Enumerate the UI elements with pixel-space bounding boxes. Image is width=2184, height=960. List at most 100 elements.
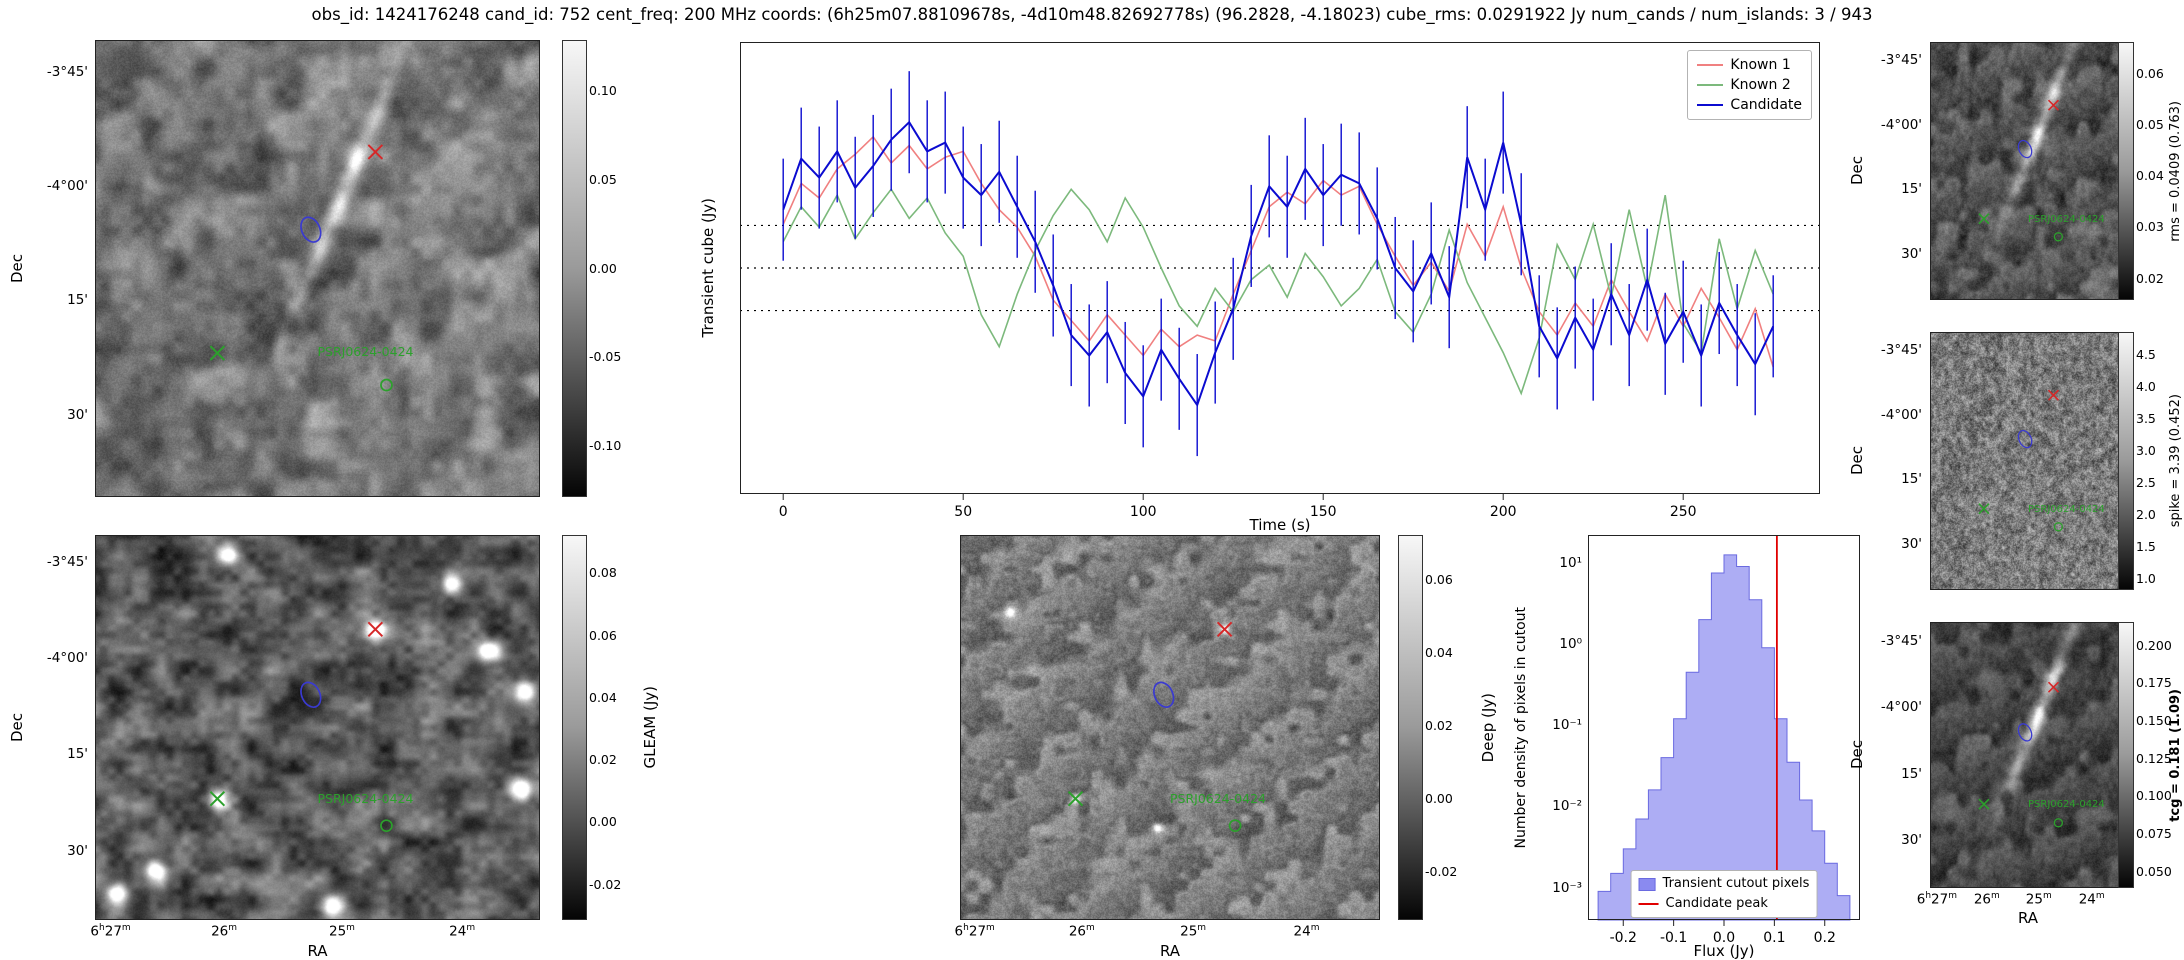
psr-circle-marker	[2053, 522, 2064, 532]
candidate-ellipse-marker	[1153, 681, 1175, 709]
colorbar-tick-label: 0.00	[589, 260, 617, 276]
colorbar-tick-label: 0.150	[2136, 713, 2172, 729]
colorbar-tick-label: 0.075	[2136, 826, 2172, 842]
colorbar-tick-label: 3.0	[2136, 443, 2156, 459]
colorbar-tick-label: 0.175	[2136, 675, 2172, 691]
dec-tick-label: -3°45'	[46, 553, 88, 570]
known-source-1-marker	[367, 144, 384, 160]
ra-tick-label: 25m	[2025, 891, 2052, 908]
tcg-panel: PSRJ0624-0424	[1930, 622, 2126, 888]
psr-name-label: PSRJ0624-0424	[1170, 791, 1266, 807]
y-tick-label: 10¹	[1559, 554, 1582, 571]
candidate-ellipse-marker	[300, 681, 322, 709]
deep-panel: PSRJ0624-0424	[960, 535, 1380, 920]
rms-panel: PSRJ0624-0424	[1930, 42, 2126, 300]
known-source-1-marker	[2047, 681, 2060, 693]
dec-axis-label: Dec	[1848, 446, 1866, 476]
known-source-1-marker	[367, 621, 384, 638]
x-tick-label: -0.2	[1610, 930, 1637, 946]
colorbar-tick-label: 0.10	[589, 82, 617, 98]
marker-overlay	[1978, 681, 2064, 828]
rms-colorbar: 0.06 0.05 0.04 0.03 0.02	[2118, 42, 2164, 300]
ra-tick-label: 6h27m	[90, 923, 131, 940]
marker-overlay	[1978, 389, 2064, 532]
dec-tick-label: -4°00'	[46, 650, 88, 667]
psr-circle-marker	[1228, 819, 1242, 833]
ra-axis-label: RA	[2017, 909, 2039, 927]
histogram-legend: Transient cutout pixels Candidate peak	[1630, 870, 1818, 918]
ra-tick-label: 25m	[328, 923, 355, 940]
figure-title: obs_id: 1424176248 cand_id: 752 cent_fre…	[311, 5, 1873, 24]
colorbar-tick-label: 0.05	[589, 171, 617, 187]
marker-overlay	[209, 144, 393, 392]
tcg-image	[1930, 622, 2126, 888]
colorbar-tick-label: 0.00	[1425, 790, 1453, 806]
dec-tick-label: 30'	[1901, 832, 1922, 849]
colorbar-tick-label: 0.125	[2136, 750, 2172, 766]
y-tick-label: 10⁻³	[1552, 879, 1582, 896]
dec-ticks-gleam: -3°45' -4°00' 15' 30'	[28, 535, 90, 920]
transient-cutout-panel: PSRJ0624-0424	[95, 40, 540, 497]
histogram-bars	[1597, 554, 1851, 921]
deep-colorbar-label: Deep (Jy)	[1479, 692, 1497, 763]
psr-name-label: PSRJ0624-0424	[317, 791, 414, 807]
lightcurve-plot: 0 50 100 150 200 250 Known 1 Known 2 Candidate	[740, 42, 1820, 522]
lightcurve-ylabel: Transient cube (Jy)	[699, 198, 717, 338]
ra-tick-label: 6h27m	[954, 923, 995, 940]
legend-entry: Known 2	[1697, 75, 1802, 95]
psr-circle-marker	[2053, 232, 2064, 242]
colorbar-tick-label: 0.02	[2136, 270, 2164, 286]
ra-tick-label: 25m	[1180, 923, 1207, 940]
histogram-svg: -0.2 -0.1 0.0 0.1 0.2	[1588, 535, 1860, 946]
psr-name-label: PSRJ0624-0424	[317, 343, 414, 359]
dec-tick-label: -3°45'	[1880, 632, 1922, 649]
gleam-colorbar: 0.08 0.06 0.04 0.02 0.00 -0.02	[562, 535, 621, 920]
known-source-2-marker	[1978, 213, 1990, 225]
legend-entry: Candidate	[1697, 95, 1802, 115]
ra-ticks-gleam: 6h27m 26m 25m 24m	[90, 923, 540, 941]
psr-circle-marker	[2053, 818, 2064, 828]
tcg-colorbar: 0.200 0.175 0.150 0.125 0.100 0.075 0.050	[2118, 622, 2172, 888]
known-source-1-marker	[2047, 99, 2060, 111]
legend-line-swatch	[1697, 64, 1724, 66]
histogram-plot: -0.2 -0.1 0.0 0.1 0.2 Transient cutout pixels…	[1588, 535, 1860, 947]
legend-entry: Candidate peak	[1638, 894, 1810, 914]
legend-label: Transient cutout pixels	[1662, 876, 1810, 891]
lightcurve-ylabel-host: Transient cube (Jy)	[698, 42, 718, 494]
colorbar-tick-label: 0.06	[2136, 65, 2164, 81]
dec-tick-label: 15'	[67, 292, 88, 309]
dec-ticks-tcg: -3°45' -4°00' 15' 30'	[1868, 622, 1924, 888]
x-tick-label: 50	[954, 504, 972, 520]
x-tick-label: -0.1	[1660, 930, 1687, 946]
y-tick-label: 10⁰	[1559, 636, 1582, 653]
colorbar-tick-label: 0.05	[2136, 116, 2164, 132]
dec-tick-label: -3°45'	[46, 63, 88, 80]
ra-axis-label: RA	[307, 942, 328, 960]
legend-line-swatch	[1697, 104, 1724, 106]
histogram-ylabel: Number density of pixels in cutout	[1513, 606, 1529, 849]
legend-label: Known 2	[1730, 77, 1791, 93]
histogram-ylabel-host: Number density of pixels in cutout	[1512, 535, 1530, 920]
x-tick-label: 150	[1310, 504, 1337, 520]
colorbar-tick-label: 0.100	[2136, 788, 2172, 804]
plot-frame	[1588, 535, 1860, 920]
x-tick-label: 0.1	[1763, 930, 1785, 946]
ra-tick-label: 24m	[2078, 891, 2105, 908]
known-source-2-marker	[1067, 791, 1084, 807]
candidate-ellipse-marker	[2017, 723, 2033, 742]
colorbar-tick-label: 0.06	[1425, 571, 1453, 587]
colorbar-tick-label: 0.03	[2136, 219, 2164, 235]
colorbar-tick-label: 0.04	[589, 689, 617, 705]
dec-tick-label: 15'	[67, 746, 88, 763]
dec-tick-label: -4°00'	[46, 178, 88, 195]
colorbar-tick-label: 0.06	[589, 627, 617, 643]
legend-patch-swatch	[1638, 877, 1656, 891]
histogram-yticks: 10¹ 10⁰ 10⁻¹ 10⁻² 10⁻³	[1534, 535, 1584, 920]
psr-circle-marker	[380, 819, 393, 833]
ra-axis-label: RA	[1159, 942, 1181, 960]
x-tick-label: 200	[1490, 504, 1517, 520]
dec-ticks-spike: -3°45' -4°00' 15' 30'	[1868, 332, 1924, 590]
candidate-ellipse-marker	[2017, 139, 2033, 159]
dec-tick-label: -4°00'	[1880, 406, 1922, 423]
